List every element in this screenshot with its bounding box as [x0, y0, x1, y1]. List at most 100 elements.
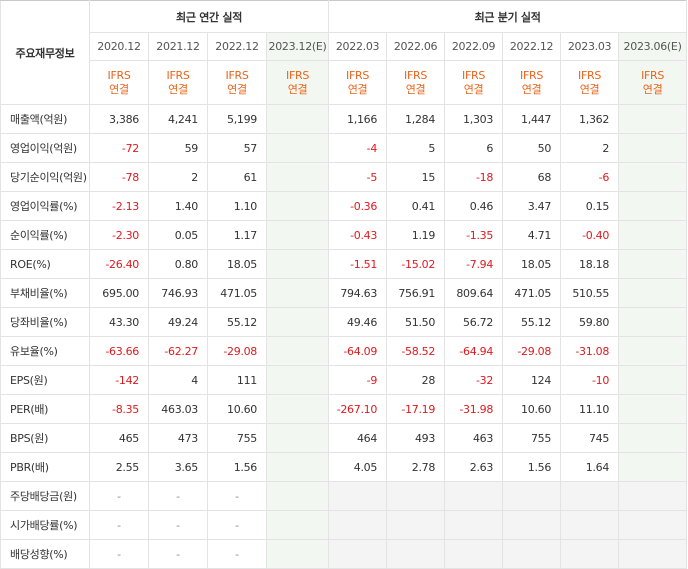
- quarter-value-cell: -29.08: [502, 336, 562, 366]
- table-row: 영업이익(억원) -72 59 57 -4 5 6 50 2: [0, 133, 688, 163]
- quarter-value-cell: 18.05: [502, 249, 562, 279]
- quarter-value-cell: 1,362: [560, 104, 620, 134]
- annual-value-cell: -142: [89, 365, 149, 395]
- annual-value-cell: [265, 336, 330, 366]
- ifrs-label: IFRS: [286, 68, 310, 82]
- annual-value-cell: 3,386: [89, 104, 149, 134]
- row-label: 당좌비율(%): [0, 307, 90, 337]
- ifrs-basis-header: IFRS 연결: [502, 60, 562, 105]
- table-row: BPS(원) 465 473 755 464 493 463 755 745: [0, 423, 688, 453]
- annual-value-cell: -63.66: [89, 336, 149, 366]
- quarter-value-cell: 1,447: [502, 104, 562, 134]
- quarter-value-cell: -31.98: [444, 394, 504, 424]
- period-header: 2022.12: [207, 32, 267, 61]
- quarter-value-cell: -7.94: [444, 249, 504, 279]
- row-label: 주당배당금(원): [0, 481, 90, 511]
- annual-value-cell: 1.56: [207, 452, 267, 482]
- quarter-value-cell: [618, 133, 688, 163]
- annual-value-cell: -62.27: [148, 336, 208, 366]
- annual-value-cell: -: [207, 539, 267, 569]
- period-header: 2023.06(E): [618, 32, 688, 61]
- annual-value-cell: -8.35: [89, 394, 149, 424]
- annual-value-cell: [265, 162, 330, 192]
- quarter-value-cell: -58.52: [386, 336, 446, 366]
- annual-value-cell: 43.30: [89, 307, 149, 337]
- row-label: 매출액(억원): [0, 104, 90, 134]
- quarter-value-cell: 1,166: [328, 104, 388, 134]
- quarter-value-cell: -64.94: [444, 336, 504, 366]
- period-header: 2020.12: [89, 32, 149, 61]
- annual-value-cell: -2.30: [89, 220, 149, 250]
- row-label: BPS(원): [0, 423, 90, 453]
- annual-value-cell: 2.55: [89, 452, 149, 482]
- quarter-value-cell: 0.41: [386, 191, 446, 221]
- quarter-value-cell: 3.47: [502, 191, 562, 221]
- quarter-value-cell: -0.43: [328, 220, 388, 250]
- annual-value-cell: -: [89, 481, 149, 511]
- quarter-value-cell: -5: [328, 162, 388, 192]
- quarter-value-cell: -9: [328, 365, 388, 395]
- quarter-value-cell: 11.10: [560, 394, 620, 424]
- quarter-value-cell: 2: [560, 133, 620, 163]
- consolidated-label: 연결: [168, 82, 188, 96]
- annual-value-cell: -: [148, 510, 208, 540]
- table-row: 영업이익률(%) -2.13 1.40 1.10 -0.36 0.41 0.46 3.47 0.…: [0, 191, 688, 221]
- annual-value-cell: 465: [89, 423, 149, 453]
- quarter-value-cell: -0.40: [560, 220, 620, 250]
- table-row: 배당성향(%) - - -: [0, 539, 688, 569]
- quarter-value-cell: -15.02: [386, 249, 446, 279]
- quarter-value-cell: 68: [502, 162, 562, 192]
- quarter-value-cell: [618, 191, 688, 221]
- quarter-value-cell: 1,303: [444, 104, 504, 134]
- ifrs-basis-header: IFRS 연결: [89, 60, 149, 105]
- quarter-value-cell: -267.10: [328, 394, 388, 424]
- quarter-value-cell: 809.64: [444, 278, 504, 308]
- quarter-value-cell: [386, 510, 446, 540]
- ifrs-label: IFRS: [107, 68, 131, 82]
- row-label: PER(배): [0, 394, 90, 424]
- period-header: 2022.06: [386, 32, 446, 61]
- annual-value-cell: [265, 278, 330, 308]
- annual-value-cell: 111: [207, 365, 267, 395]
- annual-value-cell: [265, 133, 330, 163]
- quarter-value-cell: [618, 307, 688, 337]
- ifrs-label: IFRS: [520, 68, 544, 82]
- quarter-value-cell: 56.72: [444, 307, 504, 337]
- table-row: 당좌비율(%) 43.30 49.24 55.12 49.46 51.50 56.72 55.…: [0, 307, 688, 337]
- quarter-value-cell: 50: [502, 133, 562, 163]
- quarter-value-cell: 2.78: [386, 452, 446, 482]
- quarter-value-cell: -32: [444, 365, 504, 395]
- quarter-value-cell: [386, 539, 446, 569]
- annual-group-header: 최근 연간 실적: [88, 0, 330, 33]
- annual-value-cell: -2.13: [89, 191, 149, 221]
- row-label: 부채비율(%): [0, 278, 90, 308]
- quarter-value-cell: 15: [386, 162, 446, 192]
- annual-value-cell: 55.12: [207, 307, 267, 337]
- ifrs-label: IFRS: [641, 68, 665, 82]
- quarter-value-cell: 1.19: [386, 220, 446, 250]
- quarter-value-cell: -17.19: [386, 394, 446, 424]
- ifrs-label: IFRS: [346, 68, 370, 82]
- annual-value-cell: [265, 539, 330, 569]
- quarter-value-cell: 464: [328, 423, 388, 453]
- ifrs-basis-header: IFRS 연결: [207, 60, 267, 105]
- quarter-value-cell: [444, 481, 504, 511]
- annual-value-cell: -: [207, 481, 267, 511]
- quarter-value-cell: 1.56: [502, 452, 562, 482]
- period-header: 2021.12: [148, 32, 208, 61]
- annual-value-cell: [265, 394, 330, 424]
- table-row: 부채비율(%) 695.00 746.93 471.05 794.63 756.91 809…: [0, 278, 688, 308]
- ifrs-basis-header: IFRS 연결: [265, 60, 330, 105]
- quarter-value-cell: 10.60: [502, 394, 562, 424]
- row-label: PBR(배): [0, 452, 90, 482]
- annual-value-cell: [265, 307, 330, 337]
- annual-value-cell: -72: [89, 133, 149, 163]
- table-row: 순이익률(%) -2.30 0.05 1.17 -0.43 1.19 -1.35 4.71 -0…: [0, 220, 688, 250]
- annual-value-cell: 755: [207, 423, 267, 453]
- quarter-value-cell: [502, 510, 562, 540]
- ifrs-basis-header: IFRS 연결: [444, 60, 504, 105]
- consolidated-label: 연결: [579, 82, 600, 96]
- quarter-value-cell: [328, 510, 388, 540]
- table-row: 시가배당률(%) - - -: [0, 510, 688, 540]
- quarter-value-cell: [618, 365, 688, 395]
